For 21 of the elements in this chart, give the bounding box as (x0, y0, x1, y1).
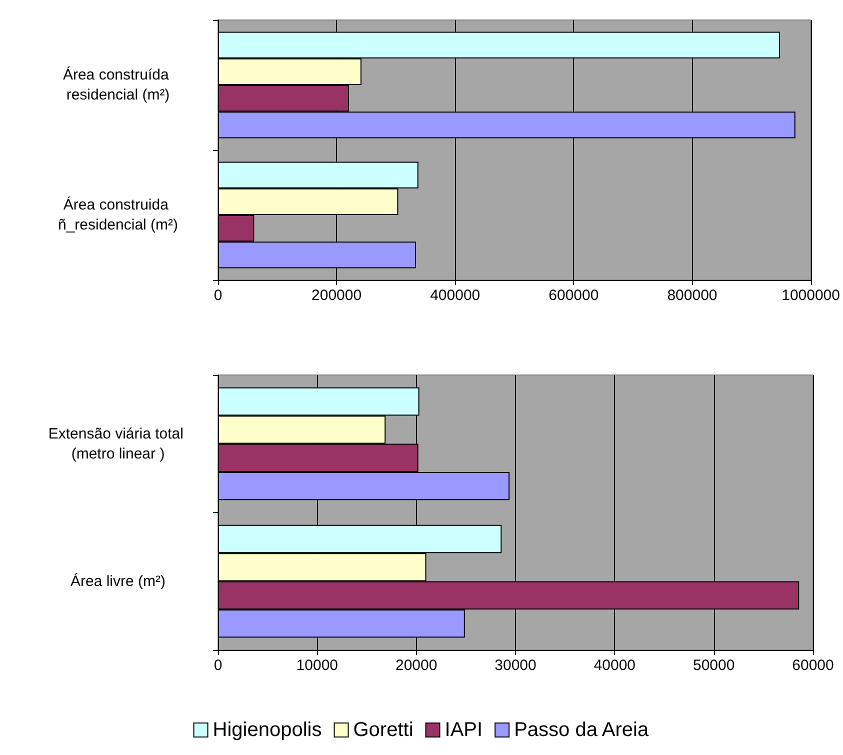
x-tick-label: 0 (214, 287, 222, 304)
x-tick-label: 0 (214, 657, 222, 674)
y-tick-label: Área construída residencial (m²) (62, 66, 174, 104)
legend-label: Goretti (353, 719, 414, 741)
legend-label: Higienopolis (212, 719, 322, 741)
x-tick-label: 10000 (296, 657, 338, 674)
y-tick-label: Área livre (m²) (70, 572, 166, 590)
x-tick-label: 400000 (430, 287, 480, 304)
x-tick-label: 600000 (548, 287, 599, 304)
x-tick-label: 50000 (692, 657, 735, 674)
x-tick-label: 30000 (494, 657, 536, 674)
x-tick-label: 60000 (792, 657, 834, 674)
y-tick-label: Extensão viária total (metro linear ) (48, 425, 188, 462)
x-tick-label: 800000 (667, 287, 718, 304)
legend-label: Passo da Areia (514, 719, 650, 741)
y-tick-label: Área construida ñ_residencial (m²) (58, 196, 178, 234)
x-tick-label: 200000 (312, 287, 362, 304)
legend-label: IAPI (444, 719, 483, 741)
x-tick-label: 40000 (594, 657, 636, 674)
x-tick-label: 1000000 (782, 287, 840, 304)
x-tick-label: 20000 (395, 657, 438, 674)
